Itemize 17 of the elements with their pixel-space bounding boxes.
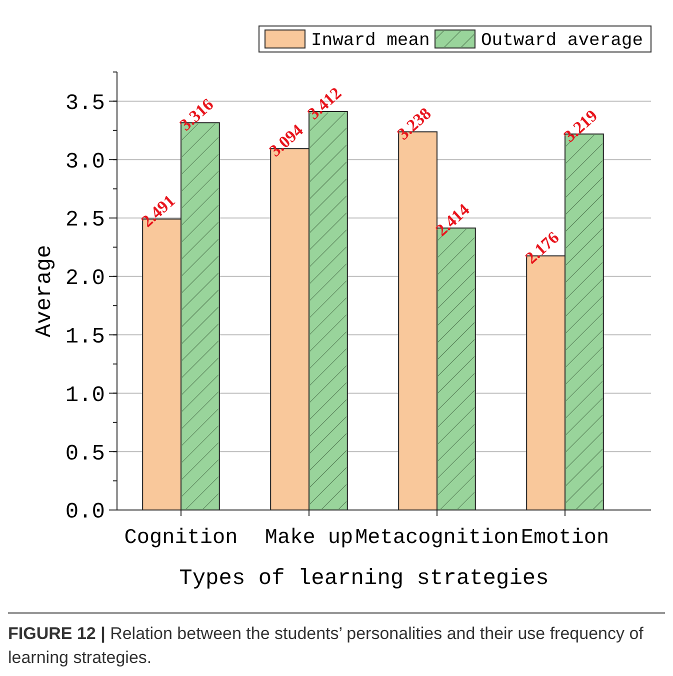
x-tick-label: Emotion <box>520 527 610 550</box>
x-tick-label: Make up <box>264 527 354 550</box>
text: 1.0 <box>65 382 105 408</box>
text: 2.0 <box>65 266 105 292</box>
x-tick-label: Cognition <box>124 527 238 550</box>
text: 1.5 <box>65 324 105 350</box>
legend-label: Inward mean <box>311 31 430 51</box>
text: 0.5 <box>65 441 105 466</box>
x-tick-label: Metacognition <box>355 527 519 550</box>
text: 3.0 <box>65 149 105 174</box>
text: 0.0 <box>65 500 105 525</box>
y-axis-title: Average <box>32 244 57 338</box>
x-axis-title: Types of learning strategies <box>179 566 549 591</box>
legend-label: Outward average <box>481 31 644 51</box>
caption: FIGURE 12 | Relation between the students’ personalities and their use frequency of learning strategies. <box>8 612 665 670</box>
text: 2.5 <box>65 208 105 233</box>
text: 3.5 <box>65 90 105 116</box>
